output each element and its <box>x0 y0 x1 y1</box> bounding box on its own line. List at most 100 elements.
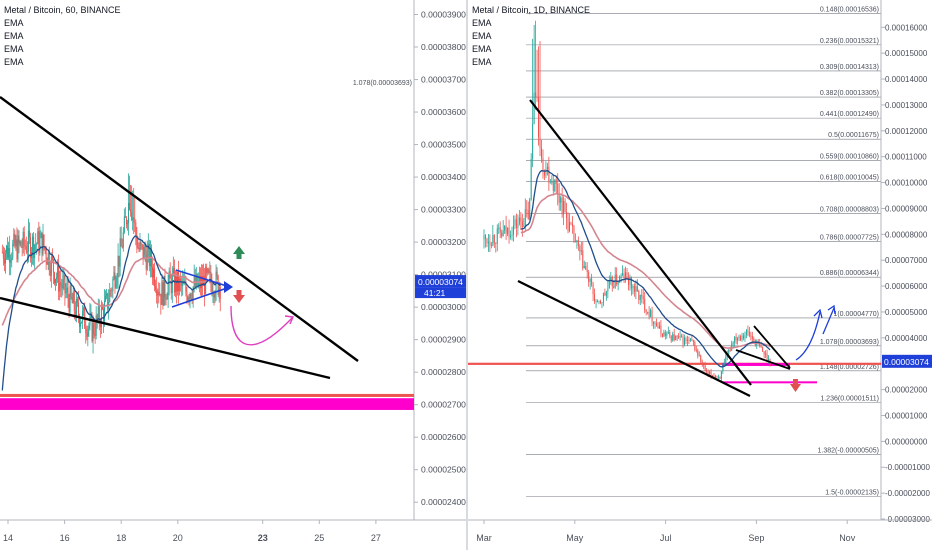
left-y-tick-label: 0.00002500 <box>421 465 466 475</box>
left-candle-body <box>52 259 54 273</box>
right-candle-body <box>636 286 638 291</box>
right-candle-body <box>514 219 516 226</box>
right-candle-body <box>725 356 727 363</box>
right-candle-body <box>517 223 519 228</box>
right-candle-body <box>542 158 544 172</box>
left-candle-body <box>137 247 139 249</box>
right-candle-body <box>633 286 635 292</box>
left-indicator-ema-1[interactable]: EMA <box>4 18 24 28</box>
right-candle-body <box>678 336 680 338</box>
left-candle-body <box>33 236 35 258</box>
left-candle-body <box>158 291 160 296</box>
right-candle-body <box>546 166 548 169</box>
left-candle-body <box>212 293 214 295</box>
left-candle-body <box>138 247 140 250</box>
right-wedge-upper <box>753 325 791 369</box>
left-candle-body <box>135 222 137 236</box>
left-candle-body <box>73 292 75 311</box>
left-candle-body <box>118 255 120 267</box>
left-candle-body <box>133 217 135 223</box>
left-candle-body <box>107 293 109 310</box>
left-candle-body <box>141 244 143 246</box>
left-candle-body <box>4 253 6 264</box>
left-plot-background <box>0 0 466 550</box>
right-candle-body <box>695 349 697 351</box>
right-ema-slow-line <box>520 192 771 350</box>
right-candle-body <box>605 291 607 296</box>
right-candle-body <box>729 350 731 351</box>
right-candle-body <box>747 330 749 333</box>
right-candle-body <box>751 336 753 339</box>
left-candle-body <box>154 268 156 287</box>
right-chart-pane[interactable]: 0.148(0.00016536) 0.236(0.00015321) 0.309(… <box>468 0 932 550</box>
right-candle-body <box>740 336 742 340</box>
right-candle-body <box>501 232 503 237</box>
left-candle-body <box>144 247 146 255</box>
left-indicator-ema-2[interactable]: EMA <box>4 31 24 41</box>
right-candle-body <box>583 265 585 269</box>
left-candle-body <box>35 244 37 246</box>
left-indicator-ema-3[interactable]: EMA <box>4 44 24 54</box>
left-candle-body <box>171 273 173 293</box>
right-candle-body <box>734 336 736 343</box>
right-indicator-ema-3[interactable]: EMA <box>472 44 492 54</box>
right-y-tick-label: 0.00000000 <box>885 437 928 446</box>
right-candle-body <box>502 230 504 237</box>
right-y-tick-label: 0.00016000 <box>885 23 928 32</box>
left-candle-body <box>145 254 147 270</box>
right-up-arrow <box>822 307 835 335</box>
right-fib-label: 1.382(-0.00000505) <box>818 447 880 454</box>
left-y-tick-label: 0.00002600 <box>421 432 466 442</box>
right-candle-body <box>719 376 721 379</box>
left-countdown-box <box>415 287 466 299</box>
left-candle-body <box>187 297 189 301</box>
left-chart-pane[interactable]: 0.00003900 0.00003800 0.00003700 0.00003600… <box>0 0 466 550</box>
left-candle-body <box>211 283 213 295</box>
left-x-tick-label: 20 <box>173 533 183 543</box>
right-candle-body <box>765 353 767 355</box>
left-chart-canvas[interactable]: 0.00003900 0.00003800 0.00003700 0.00003600… <box>0 0 466 550</box>
right-candle-body <box>601 302 603 304</box>
left-candle-body <box>66 287 68 292</box>
right-candle-body <box>732 342 734 344</box>
right-candle-body <box>538 97 540 138</box>
right-candle-body <box>585 265 587 270</box>
right-candle-body <box>577 240 579 246</box>
left-candle-body <box>55 278 57 284</box>
right-fib-label: 0.441(0.00012490) <box>820 111 879 118</box>
left-candle-body <box>134 222 136 224</box>
left-candle-body <box>28 230 30 237</box>
right-candle-body <box>549 182 551 184</box>
right-candle-body <box>710 371 712 376</box>
left-candle-body <box>136 235 138 248</box>
left-candle-body <box>104 301 106 321</box>
left-candle-body <box>139 241 141 250</box>
right-candle-body <box>616 274 618 285</box>
left-candle-body <box>143 247 145 260</box>
left-candle-body <box>168 271 170 284</box>
left-candle-body <box>126 223 128 225</box>
left-candle-body <box>42 234 44 255</box>
right-indicator-ema-4[interactable]: EMA <box>472 57 492 67</box>
right-candle-body <box>530 158 532 200</box>
right-candle-body <box>532 124 534 159</box>
pane-divider[interactable] <box>466 0 468 550</box>
left-indicator-ema-4[interactable]: EMA <box>4 57 24 67</box>
right-down-arrow-stem <box>793 379 798 384</box>
right-candle-body <box>728 350 730 354</box>
left-candle-body <box>27 230 29 252</box>
right-chart-canvas[interactable]: 0.148(0.00016536) 0.236(0.00015321) 0.309(… <box>468 0 932 550</box>
left-candle-body <box>92 323 94 341</box>
right-indicator-ema-2[interactable]: EMA <box>472 31 492 41</box>
right-indicator-ema-1[interactable]: EMA <box>472 18 492 28</box>
left-candle-body <box>83 307 85 312</box>
left-y-tick-label: 0.00003100 <box>421 270 466 280</box>
left-candle-body <box>182 281 184 286</box>
right-candle-body <box>490 245 492 246</box>
left-down-arrow-stem <box>236 290 242 295</box>
left-candle-body <box>57 266 59 278</box>
left-candle-body <box>157 291 159 296</box>
left-candle-body <box>131 212 133 220</box>
left-triangle-arrowhead <box>224 281 233 293</box>
right-fib-label: 0.309(0.00014313) <box>820 64 879 71</box>
